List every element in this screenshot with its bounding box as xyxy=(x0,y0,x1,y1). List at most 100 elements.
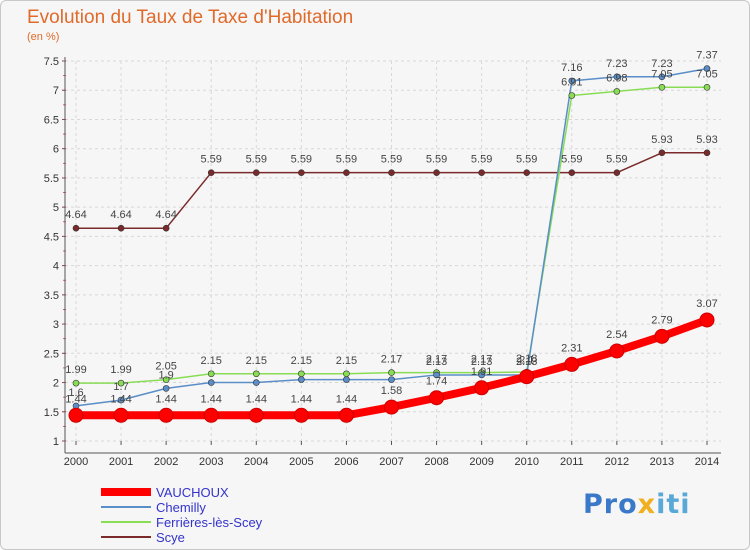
data-point xyxy=(113,407,129,423)
data-point xyxy=(568,77,576,85)
data-point xyxy=(72,379,80,387)
data-point xyxy=(343,370,350,378)
y-tick-label: 2 xyxy=(53,378,59,390)
data-label: 7.05 xyxy=(696,68,717,80)
x-tick-label: 2003 xyxy=(199,456,223,468)
data-point xyxy=(658,149,666,157)
data-point xyxy=(568,92,576,99)
data-label: 2.15 xyxy=(246,355,267,367)
data-point xyxy=(298,376,305,383)
data-point xyxy=(162,224,170,232)
y-tick-label: 4 xyxy=(53,261,59,273)
data-point xyxy=(117,396,125,404)
data-point xyxy=(158,407,174,423)
data-point xyxy=(474,380,490,396)
data-point xyxy=(699,312,715,328)
data-point xyxy=(298,370,305,378)
x-tick-label: 2013 xyxy=(650,456,674,468)
legend-label: Ferrières-lès-Scey xyxy=(156,515,263,530)
data-point xyxy=(478,371,485,379)
data-point xyxy=(388,376,395,383)
data-label: 5.59 xyxy=(561,154,582,166)
data-point xyxy=(68,407,84,423)
line-chart: 11.522.533.544.555.566.577.5 2000 2001 200… xyxy=(44,50,721,468)
logo-part-x: x xyxy=(637,489,657,520)
data-label: 2.17 xyxy=(381,354,402,366)
data-label: 2.79 xyxy=(651,314,672,326)
data-label: 5.59 xyxy=(201,154,222,166)
x-tick-label: 2011 xyxy=(560,456,584,468)
data-label: 4.64 xyxy=(155,209,176,221)
legend-label: VAUCHOUX xyxy=(156,485,229,500)
data-label: 1.44 xyxy=(201,393,222,405)
legend-swatch xyxy=(101,506,151,508)
data-point xyxy=(429,390,445,406)
data-point xyxy=(568,169,576,176)
y-tick-label: 6.5 xyxy=(44,114,59,126)
data-label: 1.99 xyxy=(110,364,131,376)
data-label: 2.17 xyxy=(426,354,447,366)
data-point xyxy=(298,169,305,176)
data-label: 2.54 xyxy=(606,329,627,341)
data-point xyxy=(338,407,354,423)
y-tick-label: 1.5 xyxy=(44,407,59,419)
grid xyxy=(65,60,721,442)
logo-part-pro: Pro xyxy=(583,489,638,520)
data-label: 5.59 xyxy=(426,154,447,166)
data-label: 1.44 xyxy=(336,393,357,405)
y-tick-label: 5.5 xyxy=(44,173,59,185)
data-label: 5.93 xyxy=(651,134,672,146)
data-point xyxy=(252,370,260,378)
data-point xyxy=(343,169,350,176)
data-point xyxy=(478,169,485,176)
logo-part-iti: iti xyxy=(656,489,691,520)
data-point xyxy=(433,371,440,379)
legend-label: Chemilly xyxy=(156,500,206,515)
unit-label: (en %) xyxy=(27,31,60,43)
y-tick-label: 3 xyxy=(53,319,59,331)
data-label: 1.9 xyxy=(158,369,173,381)
x-tick-label: 2008 xyxy=(424,456,448,468)
data-label: 5.59 xyxy=(381,154,402,166)
data-label: 6.98 xyxy=(606,72,627,84)
data-point xyxy=(519,369,535,385)
data-label: 7.23 xyxy=(651,58,672,70)
data-label: 2.15 xyxy=(291,355,312,367)
data-label: 2.13 xyxy=(426,356,447,368)
data-point xyxy=(703,149,711,157)
data-label: 4.64 xyxy=(65,209,86,221)
data-point xyxy=(248,407,264,423)
legend-label: Scye xyxy=(156,530,185,545)
data-label: 1.44 xyxy=(155,393,176,405)
data-label: 1.44 xyxy=(291,393,312,405)
y-tick-label: 7.5 xyxy=(44,56,59,68)
chart-title: Evolution du Taux de Taxe d'Habitation xyxy=(27,7,354,28)
data-label: 2.15 xyxy=(336,355,357,367)
legend-swatch xyxy=(101,521,151,523)
data-label: 6.91 xyxy=(561,76,582,88)
data-point xyxy=(252,379,260,386)
data-label: 7.37 xyxy=(696,50,717,62)
data-label: 7.23 xyxy=(606,58,627,70)
data-point xyxy=(613,88,621,95)
data-label: 1.58 xyxy=(381,385,402,397)
data-label: 2.17 xyxy=(471,354,492,366)
data-point xyxy=(658,73,666,81)
data-label: 2.13 xyxy=(516,356,537,368)
x-tick-label: 2000 xyxy=(64,456,88,468)
data-point xyxy=(293,407,309,423)
x-tick-label: 2012 xyxy=(605,456,629,468)
data-label: 5.59 xyxy=(606,154,627,166)
data-point xyxy=(252,169,260,176)
data-label: 5.59 xyxy=(291,154,312,166)
y-tick-label: 7 xyxy=(53,85,59,97)
y-tick-label: 6 xyxy=(53,144,59,156)
data-point xyxy=(703,84,711,91)
data-point xyxy=(207,370,215,378)
data-label: 4.64 xyxy=(110,209,131,221)
data-label: 5.59 xyxy=(471,154,492,166)
y-tick-label: 1 xyxy=(53,436,59,448)
data-point xyxy=(162,385,170,392)
x-tick-label: 2014 xyxy=(695,456,719,468)
